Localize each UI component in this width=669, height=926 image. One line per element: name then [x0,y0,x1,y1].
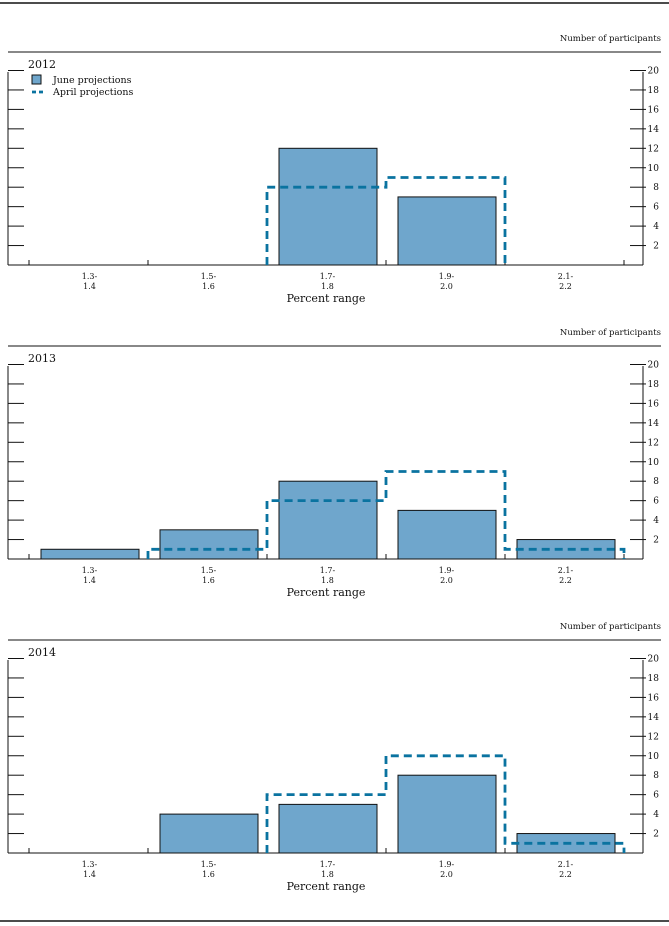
x-tick-label: 1.5-1.6 [201,860,217,879]
x-tick-label: 1.7-1.8 [320,272,336,291]
april-step-line [265,754,626,853]
legend-label-june: June projections [52,75,132,86]
y-tick-label: 14 [648,419,660,429]
y-tick-label: 12 [648,144,659,154]
x-tick-label: 1.3-1.4 [82,272,98,291]
x-tick-label: 1.3-1.4 [82,566,98,585]
y-tick-label: 10 [648,164,660,174]
y-axis-label: Number of participants [560,34,661,44]
y-tick-label: 2 [653,536,659,546]
y-tick-label: 18 [648,380,660,390]
x-axis-label: Percent range [287,586,366,599]
y-tick-label: 20 [648,67,660,77]
june-bar [40,548,140,560]
x-tick-label: 1.9-2.0 [439,860,455,879]
april-step-line [265,176,507,265]
x-tick-label: 2.1-2.2 [558,272,574,291]
x-tick-label: 1.7-1.8 [320,566,336,585]
y-tick-label: 4 [653,810,659,820]
june-bar [278,480,378,560]
y-tick-label: 10 [648,752,660,762]
legend-label-april: April projections [52,87,134,98]
legend-swatch-june [31,74,42,85]
y-tick-label: 4 [653,222,659,232]
y-tick-label: 18 [648,674,660,684]
x-tick-label: 1.5-1.6 [201,272,217,291]
panel-title: 2013 [28,352,56,365]
x-tick-label: 1.9-2.0 [439,566,455,585]
april-step-line [146,470,626,559]
y-tick-label: 12 [648,438,659,448]
chart-panel-2014: Number of participants 2014 2 4 6 8 10 12 14 16 18… [7,622,661,893]
y-tick-label: 14 [648,125,660,135]
y-tick-label: 6 [653,497,659,507]
panel-title: 2012 [28,58,56,71]
y-tick-label: 16 [648,693,660,703]
x-tick-label: 1.7-1.8 [320,860,336,879]
y-tick-label: 16 [648,399,660,409]
y-tick-label: 20 [648,655,660,665]
y-tick-label: 12 [648,732,659,742]
y-tick-label: 16 [648,105,660,115]
x-tick-label: 1.3-1.4 [82,860,98,879]
y-tick-label: 8 [653,477,659,487]
june-bar [278,803,378,854]
y-tick-label: 18 [648,86,660,96]
x-axis-label: Percent range [287,880,366,893]
y-tick-label: 20 [648,361,660,371]
y-tick-label: 6 [653,791,659,801]
june-bar [397,196,497,266]
x-tick-label: 2.1-2.2 [558,860,574,879]
y-tick-label: 10 [648,458,660,468]
june-bar [159,813,259,854]
y-tick-label: 2 [653,242,659,252]
panel-title: 2014 [28,646,56,659]
y-axis-label: Number of participants [560,622,661,632]
june-bar [397,774,497,854]
y-tick-label: 8 [653,771,659,781]
x-tick-label: 2.1-2.2 [558,566,574,585]
y-tick-label: 4 [653,516,659,526]
chart-panel-2013: Number of participants 2013 2 4 6 8 10 12 14 16 18… [7,328,661,599]
y-tick-label: 6 [653,203,659,213]
chart-panel-2012: Number of participants 2012 2 4 6 8 10 12 14 16 18… [7,34,661,305]
y-tick-label: 2 [653,830,659,840]
x-tick-label: 1.5-1.6 [201,566,217,585]
y-axis-label: Number of participants [560,328,661,338]
y-tick-label: 14 [648,713,660,723]
x-axis-label: Percent range [287,292,366,305]
y-tick-label: 8 [653,183,659,193]
june-bar [278,147,378,266]
x-tick-label: 1.9-2.0 [439,272,455,291]
june-bar [159,529,259,560]
june-bar [397,509,497,560]
